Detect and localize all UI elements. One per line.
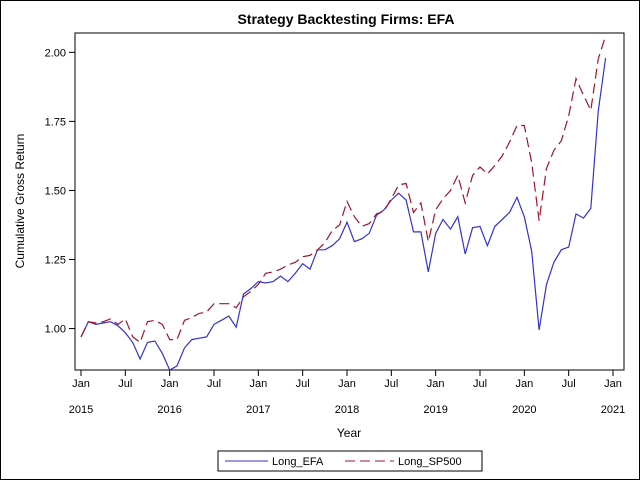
series-line-long-efa bbox=[80, 57, 607, 371]
x-tick-label: Jul bbox=[562, 378, 576, 390]
y-axis: 1.00 1.25 1.50 1.75 2.00 bbox=[45, 47, 75, 336]
x-axis-label: Year bbox=[337, 426, 361, 440]
x-tick-year-label: 2016 bbox=[157, 404, 181, 416]
x-tick-label: Jul bbox=[473, 378, 487, 390]
x-tick-label: Jul bbox=[384, 378, 398, 390]
x-tick-label: Jul bbox=[296, 378, 310, 390]
chart-title: Strategy Backtesting Firms: EFA bbox=[237, 11, 454, 27]
y-tick-label: 1.00 bbox=[45, 324, 66, 336]
series-lines bbox=[80, 35, 607, 371]
x-tick-year-label: 2018 bbox=[335, 404, 359, 416]
x-tick-label: Jul bbox=[118, 378, 132, 390]
x-tick-label: Jan bbox=[427, 378, 445, 390]
y-tick-label: 1.75 bbox=[45, 116, 66, 128]
x-tick-year-label: 2015 bbox=[69, 404, 93, 416]
x-tick-year-label: 2019 bbox=[423, 404, 447, 416]
x-tick-label: Jul bbox=[207, 378, 221, 390]
plot-area bbox=[74, 32, 625, 371]
x-tick-year-label: 2017 bbox=[246, 404, 270, 416]
x-tick-label: Jan bbox=[161, 378, 179, 390]
legend-label-long-sp500: Long_SP500 bbox=[398, 456, 462, 468]
x-tick-label: Jan bbox=[72, 378, 90, 390]
x-tick-year-label: 2021 bbox=[601, 404, 625, 416]
y-tick-label: 2.00 bbox=[45, 47, 66, 59]
x-tick-label: Jan bbox=[249, 378, 267, 390]
y-axis-label: Cumulative Gross Return bbox=[13, 134, 27, 269]
y-tick-label: 1.25 bbox=[45, 255, 66, 267]
y-tick-label: 1.50 bbox=[45, 185, 66, 197]
legend: Long_EFA Long_SP500 bbox=[217, 450, 483, 472]
x-tick-label: Jan bbox=[515, 378, 533, 390]
x-tick-label: Jan bbox=[338, 378, 356, 390]
x-tick-label: Jan bbox=[604, 378, 622, 390]
x-tick-year-label: 2020 bbox=[512, 404, 536, 416]
x-axis: Jan 2015 Jul Jan 2016 Jul Jan 2017 Jul Jan 2018 Jul… bbox=[69, 370, 625, 416]
series-line-long-sp500 bbox=[80, 35, 607, 344]
legend-label-long-efa: Long_EFA bbox=[272, 456, 324, 468]
